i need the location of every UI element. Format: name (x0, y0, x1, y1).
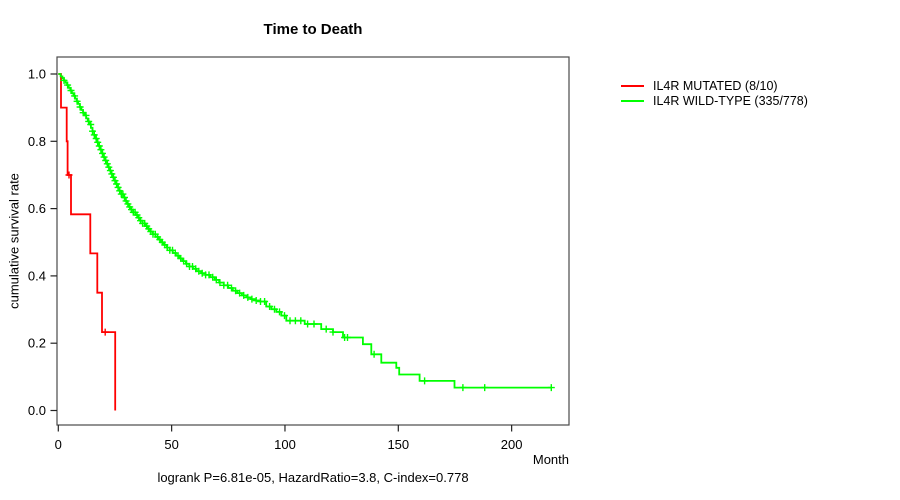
legend-item-il4r-mutated: IL4R MUTATED (8/10) (621, 78, 808, 94)
legend-line-swatch-mutated (621, 84, 644, 87)
x-tick-label: 50 (164, 437, 178, 452)
y-tick-label: 0.2 (28, 336, 46, 351)
legend: IL4R MUTATED (8/10) IL4R WILD-TYPE (335/… (621, 78, 808, 109)
y-tick-label: 0.8 (28, 134, 46, 149)
legend-label-mutated: IL4R MUTATED (8/10) (653, 78, 778, 93)
x-tick-label: 150 (387, 437, 409, 452)
legend-item-il4r-wild-type: IL4R WILD-TYPE (335/778) (621, 94, 808, 110)
y-tick-label: 0.0 (28, 403, 46, 418)
y-tick-label: 1.0 (28, 67, 46, 82)
legend-line-swatch-wild-type (621, 100, 644, 103)
x-tick-label: 0 (55, 437, 62, 452)
survival-curve-il4r-wild-type (58, 73, 552, 389)
x-tick-label: 100 (274, 437, 296, 452)
censor-marks-il4r-mutated (65, 171, 109, 336)
y-tick-label: 0.4 (28, 268, 46, 283)
y-tick-label: 0.6 (28, 201, 46, 216)
plot-border (56, 56, 570, 426)
legend-label-wild-type: IL4R WILD-TYPE (335/778) (653, 94, 808, 109)
x-tick-label: 200 (501, 437, 523, 452)
y-axis-label: cumulative survival rate (6, 173, 22, 309)
survival-curve-il4r-mutated (58, 73, 117, 411)
censor-marks-il4r-wild-type (60, 76, 555, 392)
x-axis-unit-label: Month (532, 452, 569, 467)
chart-title: Time to Death (263, 21, 363, 38)
stats-footer: logrank P=6.81e-05, HazardRatio=3.8, C-i… (157, 470, 469, 485)
